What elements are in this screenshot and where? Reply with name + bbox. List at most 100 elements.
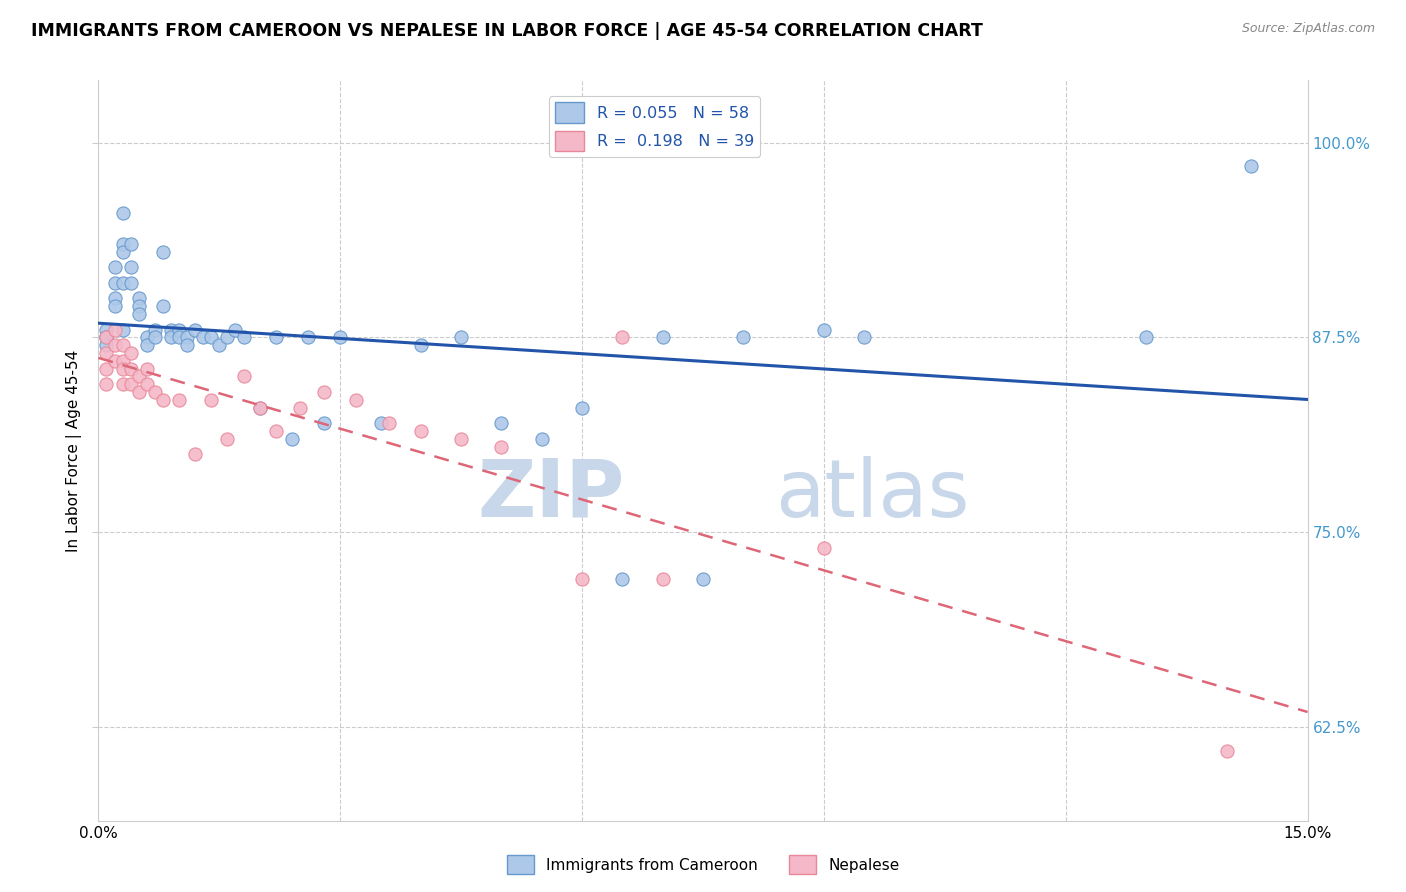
Point (733, 330, 755, 344)
Point (111, 323, 134, 337)
Point (111, 206, 134, 220)
Point (128, 299, 150, 313)
Point (249, 401, 271, 415)
Point (103, 354, 125, 368)
Point (128, 369, 150, 384)
Point (224, 323, 246, 337)
Point (264, 424, 287, 438)
Point (176, 330, 198, 344)
Text: Source: ZipAtlas.com: Source: ZipAtlas.com (1241, 22, 1375, 36)
Point (314, 416, 336, 430)
Point (111, 236, 134, 251)
Point (167, 392, 190, 407)
Point (103, 299, 125, 313)
Point (813, 541, 835, 555)
Point (96, 330, 118, 344)
Point (96, 323, 118, 337)
Point (184, 323, 207, 337)
Point (249, 401, 271, 415)
Point (96, 338, 118, 352)
Point (160, 330, 183, 344)
Point (450, 330, 472, 344)
Point (651, 572, 673, 586)
Point (128, 384, 150, 399)
Point (96, 330, 118, 344)
Point (370, 416, 392, 430)
Point (135, 330, 157, 344)
Point (217, 432, 239, 446)
Point (344, 392, 367, 407)
Point (120, 236, 142, 251)
Point (314, 384, 336, 399)
Point (128, 292, 150, 306)
Point (329, 330, 352, 344)
Point (1216, 743, 1239, 757)
Point (217, 330, 239, 344)
Point (409, 338, 432, 352)
Point (264, 330, 287, 344)
Point (160, 323, 183, 337)
Point (120, 260, 142, 275)
Point (143, 384, 166, 399)
Point (103, 276, 125, 290)
Point (612, 572, 634, 586)
Point (1240, 159, 1263, 173)
Point (491, 416, 513, 430)
Point (111, 244, 134, 259)
Point (111, 338, 134, 352)
Point (120, 377, 142, 392)
Point (1135, 330, 1157, 344)
Point (232, 330, 254, 344)
Point (692, 572, 714, 586)
Point (176, 338, 198, 352)
Point (111, 354, 134, 368)
Text: ZIP: ZIP (477, 456, 624, 534)
Legend: Immigrants from Cameroon, Nepalese: Immigrants from Cameroon, Nepalese (501, 849, 905, 880)
Point (135, 338, 157, 352)
Point (651, 330, 673, 344)
Point (103, 292, 125, 306)
Point (530, 432, 553, 446)
Point (143, 323, 166, 337)
Point (135, 361, 157, 376)
Point (152, 392, 174, 407)
Point (167, 330, 190, 344)
Point (128, 307, 150, 321)
Point (200, 392, 222, 407)
Point (96, 377, 118, 392)
Point (111, 276, 134, 290)
Point (111, 361, 134, 376)
Point (612, 330, 634, 344)
Legend: R = 0.055   N = 58, R =  0.198   N = 39: R = 0.055 N = 58, R = 0.198 N = 39 (548, 95, 761, 158)
Point (813, 323, 835, 337)
Point (450, 432, 472, 446)
Point (377, 416, 399, 430)
Point (111, 377, 134, 392)
Point (120, 346, 142, 360)
Point (103, 338, 125, 352)
Point (120, 361, 142, 376)
Point (409, 424, 432, 438)
Point (96, 330, 118, 344)
Point (297, 330, 319, 344)
Text: IMMIGRANTS FROM CAMEROON VS NEPALESE IN LABOR FORCE | AGE 45-54 CORRELATION CHAR: IMMIGRANTS FROM CAMEROON VS NEPALESE IN … (31, 22, 983, 40)
Point (143, 330, 166, 344)
Point (96, 361, 118, 376)
Y-axis label: In Labor Force | Age 45-54: In Labor Force | Age 45-54 (66, 350, 82, 551)
Point (281, 432, 304, 446)
Text: atlas: atlas (776, 456, 970, 534)
Point (103, 323, 125, 337)
Point (491, 440, 513, 454)
Point (200, 330, 222, 344)
Point (120, 276, 142, 290)
Point (152, 299, 174, 313)
Point (167, 323, 190, 337)
Point (193, 330, 215, 344)
Point (853, 330, 876, 344)
Point (232, 369, 254, 384)
Point (135, 377, 157, 392)
Point (103, 260, 125, 275)
Point (152, 244, 174, 259)
Point (96, 346, 118, 360)
Point (184, 447, 207, 461)
